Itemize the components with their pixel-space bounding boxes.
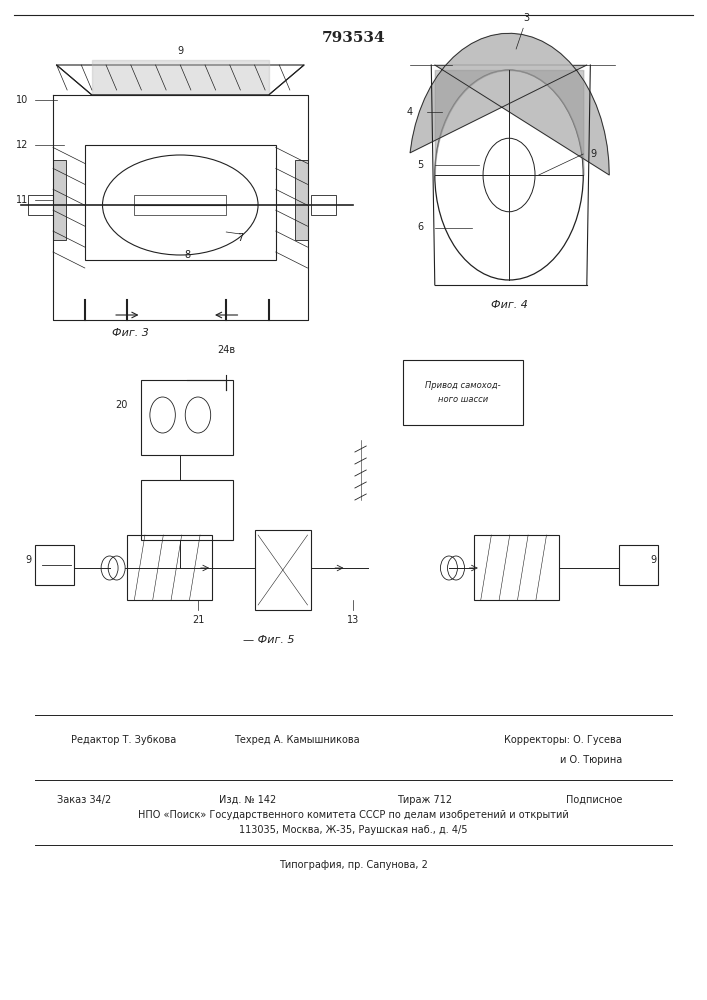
Text: 5: 5	[417, 160, 423, 170]
Text: 7: 7	[237, 233, 243, 243]
Text: 11: 11	[16, 195, 28, 205]
Text: Подписное: Подписное	[566, 795, 622, 805]
Bar	[474, 535, 559, 600]
Bar	[53, 160, 66, 240]
Text: Корректоры: О. Гусева: Корректоры: О. Гусева	[504, 735, 622, 745]
Text: Фиг. 3: Фиг. 3	[112, 328, 149, 338]
Polygon shape	[410, 33, 609, 175]
Text: 8: 8	[185, 250, 190, 260]
Bar	[255, 530, 311, 610]
Text: 20: 20	[115, 400, 127, 410]
Text: 9: 9	[591, 149, 597, 159]
Text: Тираж 712: Тираж 712	[397, 795, 452, 805]
Text: Техред А. Камышникова: Техред А. Камышникова	[234, 735, 360, 745]
Text: 113035, Москва, Ж-35, Раушская наб., д. 4/5: 113035, Москва, Ж-35, Раушская наб., д. …	[239, 825, 468, 835]
Text: 10: 10	[16, 95, 28, 105]
Polygon shape	[57, 65, 304, 95]
Text: Заказ 34/2: Заказ 34/2	[57, 795, 111, 805]
Text: 21: 21	[192, 615, 204, 625]
Text: НПО «Поиск» Государственного комитета СССР по делам изобретений и открытий: НПО «Поиск» Государственного комитета СС…	[138, 810, 569, 820]
Text: и О. Тюрина: и О. Тюрина	[560, 755, 622, 765]
Text: 4: 4	[407, 107, 412, 117]
Text: 793534: 793534	[322, 31, 385, 45]
Bar	[141, 380, 233, 455]
Text: Привод самоход-: Привод самоход-	[426, 380, 501, 389]
Text: Редактор Т. Зубкова: Редактор Т. Зубкова	[71, 735, 176, 745]
Bar	[134, 195, 226, 215]
Text: — Фиг. 5: — Фиг. 5	[243, 635, 294, 645]
Text: Типография, пр. Сапунова, 2: Типография, пр. Сапунова, 2	[279, 860, 428, 870]
Text: 24в: 24в	[217, 345, 235, 355]
Text: 9: 9	[177, 46, 183, 56]
Text: Изд. № 142: Изд. № 142	[219, 795, 276, 805]
Text: 9: 9	[25, 555, 32, 565]
Bar	[311, 195, 336, 215]
Text: Фиг. 4: Фиг. 4	[491, 300, 527, 310]
Bar	[141, 480, 233, 540]
Bar	[127, 535, 212, 600]
Text: 9: 9	[650, 555, 657, 565]
Bar	[35, 545, 74, 585]
Bar	[403, 360, 523, 425]
Text: 3: 3	[523, 13, 530, 23]
Bar	[295, 160, 308, 240]
Bar	[28, 195, 53, 215]
Text: 13: 13	[347, 615, 360, 625]
Bar	[619, 545, 658, 585]
Text: 6: 6	[418, 223, 423, 232]
Bar	[85, 145, 276, 260]
Text: ного шасси: ного шасси	[438, 395, 489, 404]
Text: 12: 12	[16, 140, 28, 150]
